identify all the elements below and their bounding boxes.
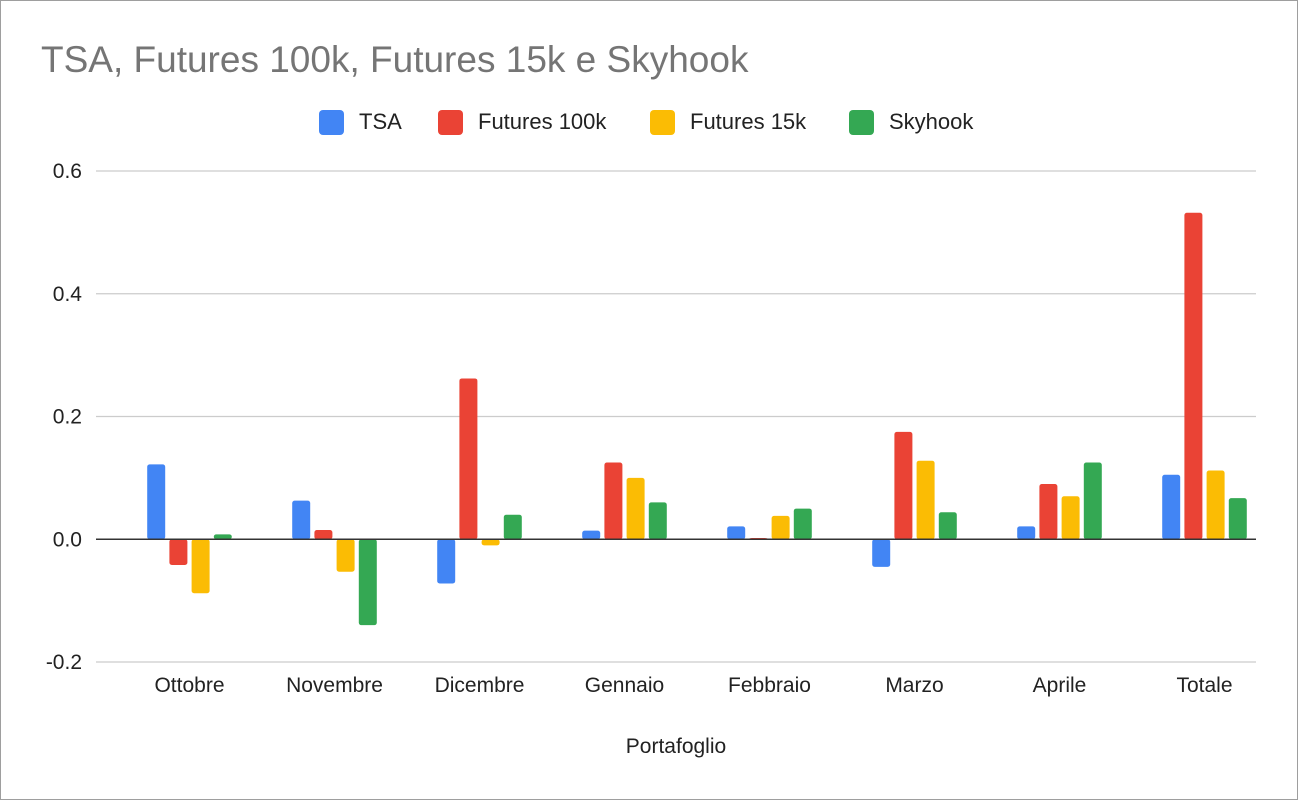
x-category-label: Aprile: [1033, 674, 1087, 697]
bar-series: [147, 212, 1247, 626]
grid-lines: [96, 170, 1256, 663]
bar-futures-15k-aprile[interactable]: [1061, 496, 1080, 540]
bar-futures-100k-aprile[interactable]: [1039, 484, 1058, 540]
x-category-label: Dicembre: [435, 674, 525, 697]
x-category-label: Novembre: [286, 674, 383, 697]
legend-item-tsa[interactable]: TSA: [319, 107, 402, 137]
x-axis-categories: Ottobre Novembre Dicembre Gennaio Febbraio Ma…: [154, 674, 1232, 697]
bar-tsa-febbraio[interactable]: [727, 526, 746, 540]
bar-skyhook-febbraio[interactable]: [793, 508, 812, 540]
bar-tsa-marzo[interactable]: [872, 539, 891, 567]
bar-tsa-dicembre[interactable]: [437, 539, 456, 584]
legend-swatch-tsa: [319, 109, 344, 135]
bar-futures-15k-dicembre[interactable]: [481, 539, 500, 546]
legend-swatch-futures-100k: [438, 109, 463, 135]
chart-legend: TSA Futures 100k Futures 15k Skyhook: [1, 107, 1298, 137]
bar-futures-15k-novembre[interactable]: [336, 539, 355, 572]
bar-skyhook-marzo[interactable]: [938, 512, 957, 540]
y-axis-ticks: -0.2 0.0 0.2 0.4 0.6: [46, 160, 82, 674]
bar-futures-15k-ottobre[interactable]: [191, 539, 210, 594]
bar-futures-100k-novembre[interactable]: [314, 530, 333, 540]
bar-skyhook-aprile[interactable]: [1083, 462, 1102, 540]
legend-swatch-skyhook: [849, 109, 874, 135]
y-tick-label: 0.2: [53, 406, 82, 429]
x-category-label: Gennaio: [585, 674, 664, 697]
x-category-label: Marzo: [885, 674, 943, 697]
legend-item-futures-100k[interactable]: Futures 100k: [438, 107, 606, 137]
legend-label-futures-15k: Futures 15k: [690, 109, 807, 134]
legend-label-futures-100k: Futures 100k: [478, 109, 607, 134]
bar-tsa-gennaio[interactable]: [582, 530, 601, 540]
chart-title: TSA, Futures 100k, Futures 15k e Skyhook: [41, 39, 749, 80]
x-category-label: Ottobre: [154, 674, 224, 697]
bar-futures-15k-totale[interactable]: [1206, 470, 1225, 540]
bar-futures-100k-totale[interactable]: [1184, 212, 1203, 540]
bar-tsa-novembre[interactable]: [292, 500, 311, 540]
bar-tsa-ottobre[interactable]: [147, 464, 166, 540]
x-axis-label: Portafoglio: [626, 735, 726, 758]
legend-label-skyhook: Skyhook: [889, 109, 974, 134]
bar-futures-15k-marzo[interactable]: [916, 460, 935, 540]
bar-futures-15k-gennaio[interactable]: [626, 477, 645, 540]
y-tick-label: 0.0: [53, 528, 82, 551]
bar-futures-100k-ottobre[interactable]: [169, 539, 188, 566]
legend-item-futures-15k[interactable]: Futures 15k: [650, 107, 806, 137]
legend-label-tsa: TSA: [359, 109, 402, 134]
bar-skyhook-novembre[interactable]: [358, 539, 377, 626]
legend-swatch-futures-15k: [650, 109, 675, 135]
bar-futures-15k-febbraio[interactable]: [771, 515, 790, 540]
bar-futures-100k-marzo[interactable]: [894, 431, 913, 540]
bar-skyhook-totale[interactable]: [1228, 498, 1247, 540]
x-category-label: Febbraio: [728, 674, 811, 697]
bar-skyhook-dicembre[interactable]: [503, 514, 522, 540]
y-tick-label: 0.6: [53, 160, 82, 183]
bar-futures-100k-dicembre[interactable]: [459, 378, 478, 540]
y-tick-label: 0.4: [53, 283, 83, 306]
bar-tsa-aprile[interactable]: [1017, 526, 1036, 540]
bar-tsa-totale[interactable]: [1162, 474, 1181, 540]
bar-futures-100k-gennaio[interactable]: [604, 462, 623, 540]
legend-item-skyhook[interactable]: Skyhook: [849, 107, 973, 137]
x-category-label: Totale: [1176, 674, 1232, 697]
bar-skyhook-gennaio[interactable]: [648, 502, 667, 540]
y-tick-label: -0.2: [46, 651, 82, 674]
bar-skyhook-ottobre[interactable]: [213, 534, 232, 540]
